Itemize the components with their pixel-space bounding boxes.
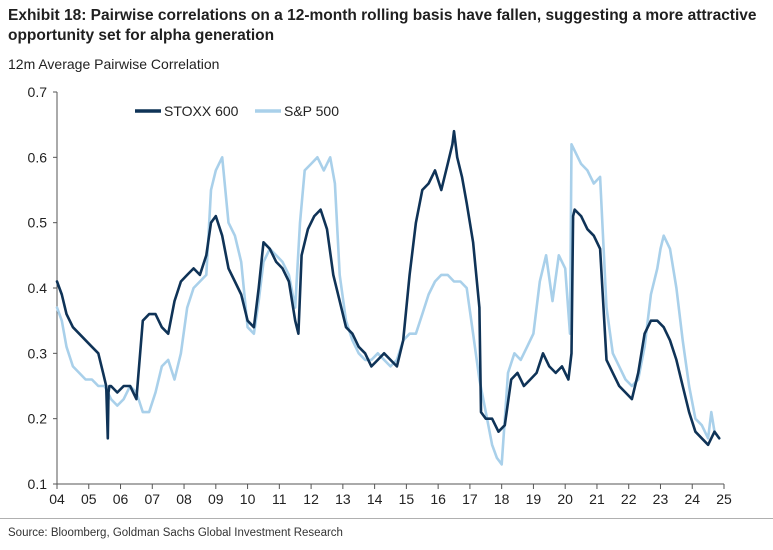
x-tick-label: 16 — [430, 491, 446, 507]
x-tick-label: 21 — [589, 491, 605, 507]
x-tick-label: 05 — [81, 491, 97, 507]
y-tick-label: 0.6 — [28, 149, 48, 165]
x-tick-label: 24 — [684, 491, 700, 507]
legend-item-stoxx600: STOXX 600 — [135, 103, 239, 119]
x-tick-label: 20 — [557, 491, 573, 507]
y-tick-label: 0.2 — [28, 411, 48, 427]
footer-divider — [0, 518, 773, 519]
y-tick-label: 0.3 — [28, 345, 48, 361]
x-tick-label: 06 — [113, 491, 129, 507]
axes: 0.1 0.2 0.3 0.4 0.5 0.6 0.7 04 05 06 07 08 09 10 11 12 1… — [28, 84, 732, 507]
x-tick-label: 12 — [303, 491, 319, 507]
x-tick-label: 17 — [462, 491, 478, 507]
y-tick-label: 0.5 — [28, 215, 48, 231]
x-tick-label: 14 — [367, 491, 383, 507]
x-tick-label: 25 — [716, 491, 732, 507]
y-tick-label: 0.1 — [28, 476, 48, 492]
correlation-line-chart: 0.1 0.2 0.3 0.4 0.5 0.6 0.7 04 05 06 07 08 09 10 11 12 1… — [28, 84, 732, 507]
x-tick-label: 11 — [272, 491, 287, 507]
x-tick-label: 07 — [144, 491, 160, 507]
x-tick-label: 22 — [621, 491, 637, 507]
x-tick-label: 04 — [49, 491, 65, 507]
series-line-sp500 — [55, 143, 721, 466]
y-tick-label: 0.4 — [28, 280, 48, 296]
x-tick-label: 13 — [335, 491, 351, 507]
source-note: Source: Bloomberg, Goldman Sachs Global … — [8, 527, 343, 539]
y-tick-label: 0.7 — [28, 84, 48, 100]
x-tick-label: 19 — [526, 491, 542, 507]
x-tick-label: 23 — [653, 491, 669, 507]
legend-item-sp500: S&P 500 — [255, 103, 339, 119]
series-layer — [55, 129, 721, 466]
x-tick-label: 18 — [494, 491, 510, 507]
x-tick-label: 15 — [399, 491, 415, 507]
legend-label: STOXX 600 — [164, 103, 239, 119]
series-line-stoxx600 — [55, 129, 721, 447]
x-tick-label: 10 — [240, 491, 256, 507]
x-tick-label: 08 — [176, 491, 192, 507]
x-tick-label: 09 — [208, 491, 224, 507]
chart-title: Exhibit 18: Pairwise correlations on a 1… — [8, 7, 757, 44]
legend: STOXX 600 S&P 500 — [135, 103, 339, 119]
chart-subtitle: 12m Average Pairwise Correlation — [8, 56, 220, 72]
legend-label: S&P 500 — [284, 103, 339, 119]
